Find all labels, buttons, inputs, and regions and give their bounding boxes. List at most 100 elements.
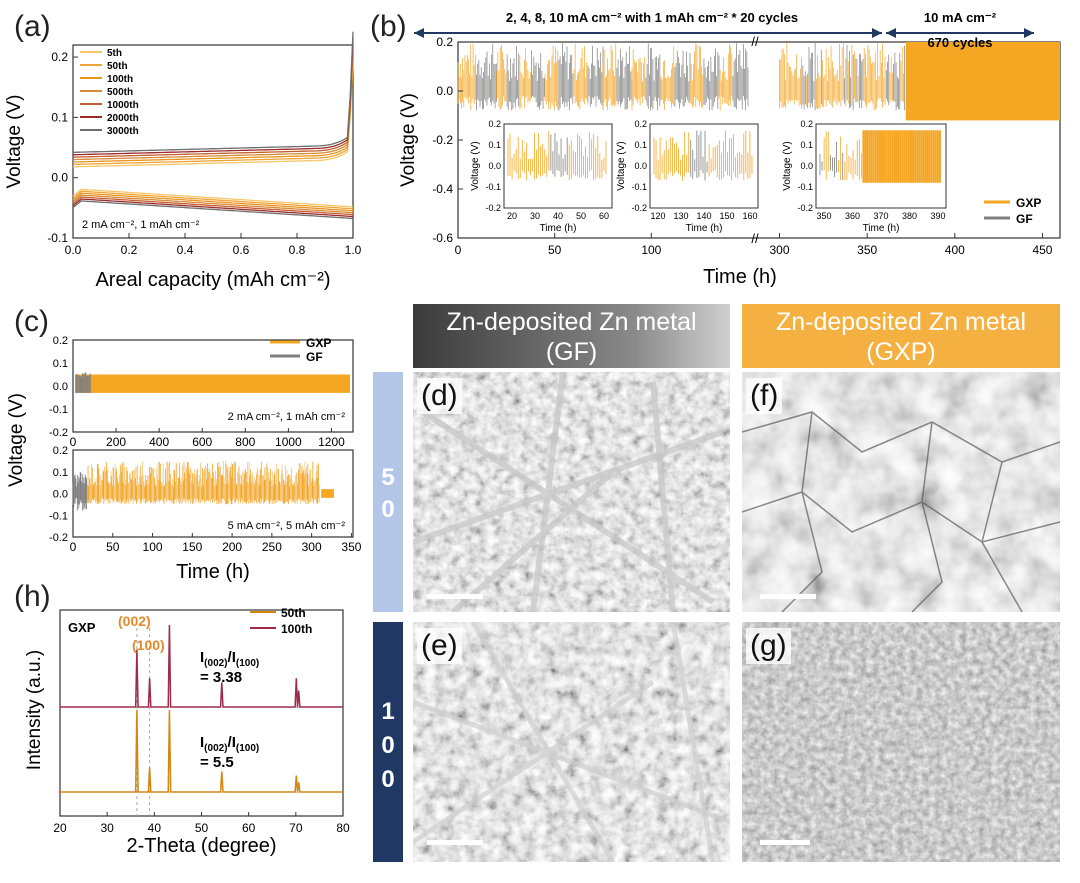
panel-a-xtick-label: 0.6 bbox=[233, 243, 250, 257]
panel-h-peak-002-label: (002) bbox=[118, 613, 151, 629]
panel-b-inset-xtick-label: 360 bbox=[845, 211, 860, 221]
panel-b-inset-ytick-label: 0.2 bbox=[800, 119, 813, 129]
panel-a-legend-label: 5th bbox=[107, 48, 122, 59]
panel-b-xtick-label: 350 bbox=[857, 243, 877, 257]
panel-b-inset-frame bbox=[815, 123, 947, 209]
sem-label-f: (f) bbox=[746, 378, 783, 414]
sem-row2-digit-1: 1 bbox=[381, 698, 395, 725]
panel-a-charge-curve bbox=[72, 31, 354, 154]
panel-b-inset-ytick-label: 0.1 bbox=[488, 140, 501, 150]
panel-b-ytick-label: 0.2 bbox=[436, 35, 453, 49]
panel-c-top-gxp-trace bbox=[75, 374, 350, 393]
panel-a-discharge-curve bbox=[72, 196, 354, 216]
panel-c-top-xtick-label: 800 bbox=[235, 435, 255, 449]
sem-row2-label: 1 0 0 bbox=[373, 622, 403, 862]
panel-h-legend-label: 100th bbox=[281, 622, 312, 636]
panel-a-legend-label: 50th bbox=[107, 61, 128, 72]
panel-b-ytick-label: -0.4 bbox=[432, 182, 453, 196]
panel-h-ylabel: Intensity (a.u.) bbox=[24, 650, 45, 770]
sem-row2-digit-3: 0 bbox=[381, 766, 395, 793]
panel-b-xtick-label: 300 bbox=[770, 243, 790, 257]
panel-b-inset-ytick-label: 0.1 bbox=[800, 140, 813, 150]
panel-b-inset-xtick-label: 130 bbox=[673, 211, 688, 221]
panel-b-inset-ytick-label: 0.2 bbox=[634, 119, 647, 129]
panel-h-peak-100-label: (100) bbox=[132, 637, 165, 653]
panel-c-bottom-xtick-label: 50 bbox=[106, 540, 120, 554]
panel-a-discharge-curve bbox=[72, 188, 354, 208]
panel-h-frame bbox=[59, 609, 344, 817]
panel-a-frame bbox=[72, 44, 354, 239]
panel-h-50th-pattern bbox=[60, 709, 343, 793]
scale-bar-d bbox=[427, 594, 483, 599]
panel-c-ylabel: Voltage (V) bbox=[6, 393, 27, 487]
panel-b-arrowhead bbox=[886, 28, 896, 38]
panel-c-top-ytick-label: 0.1 bbox=[53, 358, 68, 370]
sem-header-gxp: Zn-deposited Zn metal (GXP) bbox=[742, 304, 1060, 368]
sem-row1-digit-2: 0 bbox=[381, 496, 395, 523]
panel-b-inset-xtick-label: 160 bbox=[742, 211, 757, 221]
panel-b-arrowhead bbox=[1024, 28, 1034, 38]
panel-h-letter: (h) bbox=[14, 580, 51, 613]
panel-b-inset-xtick-label: 370 bbox=[873, 211, 888, 221]
panel-c-top-xtick-label: 200 bbox=[106, 435, 126, 449]
panel-h-legend-label: 50th bbox=[281, 606, 306, 620]
sem-d-texture bbox=[413, 372, 730, 612]
panel-b-ylabel: Voltage (V) bbox=[398, 93, 419, 187]
panel-a-legend-label: 2000th bbox=[107, 113, 139, 124]
panel-b-ytick-label: 0.0 bbox=[436, 84, 453, 98]
panel-b-inset-ylabel: Voltage (V) bbox=[616, 141, 627, 190]
panel-c-bottom-xtick-label: 150 bbox=[182, 540, 202, 554]
panel-b-letter: (b) bbox=[370, 10, 407, 43]
panel-h-xtick-label: 60 bbox=[242, 821, 256, 835]
sem-header-gf: Zn-deposited Zn metal (GF) bbox=[413, 304, 730, 368]
panel-h-xtick-label: 20 bbox=[53, 821, 67, 835]
sem-header-gf-line2: (GF) bbox=[545, 338, 598, 366]
panel-b-inset-ytick-label: 0.0 bbox=[488, 161, 501, 171]
sem-image-e: (e) bbox=[413, 622, 730, 862]
panel-b-inset-ytick-label: -0.2 bbox=[797, 203, 813, 213]
panel-b-inset-xlabel: Time (h) bbox=[686, 223, 723, 234]
panel-b-legend-label: GXP bbox=[1016, 196, 1041, 210]
panel-a-charge-curve bbox=[72, 47, 354, 161]
sem-header-gxp-line2: (GXP) bbox=[866, 338, 936, 366]
panel-h-bottom-ratio: I(002)/I(100) bbox=[200, 734, 259, 754]
panel-a-charge-curve bbox=[73, 64, 354, 168]
panel-h-xtick-label: 80 bbox=[336, 821, 350, 835]
panel-b-top-left-label: 2, 4, 8, 10 mA cm⁻² with 1 mAh cm⁻² * 20… bbox=[506, 10, 798, 25]
sem-row2-digit-2: 0 bbox=[381, 732, 395, 759]
panel-a-discharge-curve bbox=[72, 192, 354, 212]
panel-h-xtick-label: 30 bbox=[100, 821, 114, 835]
panel-h-bottom-value: = 5.5 bbox=[200, 754, 234, 771]
sem-row1-label: 5 0 bbox=[373, 372, 403, 612]
sem-image-f: (f) bbox=[742, 372, 1060, 612]
panel-c-bottom-annotation: 5 mA cm⁻², 5 mAh cm⁻² bbox=[228, 520, 346, 532]
panel-b-top-right-label: 10 mA cm⁻² bbox=[924, 10, 997, 25]
sem-image-d: (d) bbox=[413, 372, 730, 612]
panel-c-top-xtick-label: 1000 bbox=[275, 435, 302, 449]
panel-c-legend-label: GXP bbox=[306, 336, 331, 350]
panel-c-chart: 0 200 400 600 800 1000 12000.20.10.0-0.1-0.2GX… bbox=[6, 335, 362, 583]
panel-a-discharge-curve bbox=[72, 198, 354, 218]
panel-c-top-ytick-label: -0.2 bbox=[49, 427, 68, 439]
panel-c-bottom-xtick-label: 350 bbox=[341, 540, 361, 554]
panel-b-ytick-label: -0.6 bbox=[432, 231, 453, 245]
panel-a-ytick-label: 0.0 bbox=[51, 171, 68, 185]
panel-a-ytick-label: -0.1 bbox=[47, 231, 68, 245]
panel-c-top-frame bbox=[72, 339, 354, 433]
panel-b-inset-xlabel: Time (h) bbox=[863, 223, 900, 234]
panel-c-top-ytick-label: 0.0 bbox=[53, 381, 68, 393]
panel-a-xtick-label: 0.0 bbox=[65, 243, 82, 257]
panel-c-bottom-ytick-label: 0.0 bbox=[53, 489, 68, 501]
panel-b-inset-ytick-label: -0.1 bbox=[631, 182, 647, 192]
panel-a-charge-curve bbox=[72, 58, 354, 166]
sem-label-e: (e) bbox=[417, 628, 462, 664]
panel-b-inset-xtick-label: 350 bbox=[816, 211, 831, 221]
panel-a-discharge-curve bbox=[72, 194, 354, 214]
panel-h-xlabel: 2-Theta (degree) bbox=[126, 835, 276, 857]
panel-b-inset-ytick-label: 0.2 bbox=[488, 119, 501, 129]
panel-b-axis-break: // bbox=[751, 231, 759, 246]
panel-c-bottom-trace-end bbox=[321, 489, 334, 498]
panel-b-xtick-label: 450 bbox=[1032, 243, 1052, 257]
panel-a-letter: (a) bbox=[14, 10, 51, 43]
